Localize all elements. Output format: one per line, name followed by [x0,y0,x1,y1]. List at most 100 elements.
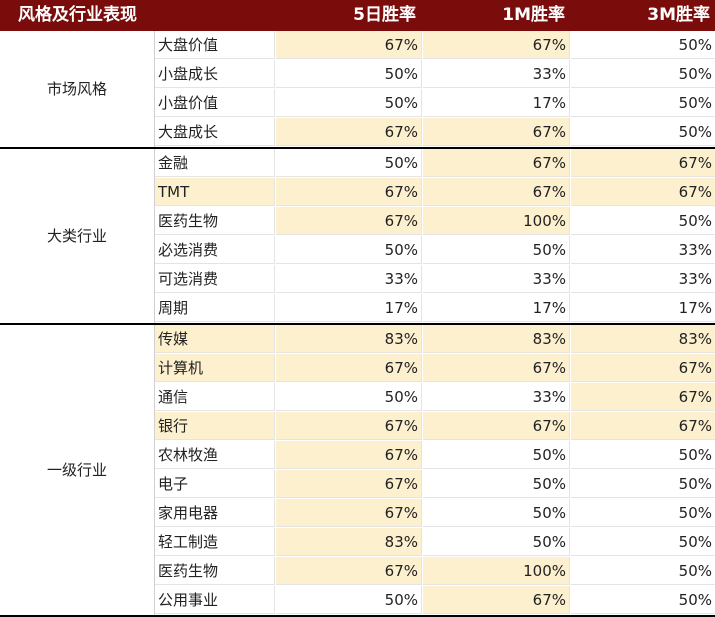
cell-5d: 67% [276,499,422,527]
cell-1m: 67% [423,149,570,177]
row-name: 农林牧渔 [155,441,275,469]
row-name: 医药生物 [155,207,275,235]
cell-1m: 67% [423,178,570,206]
cell-3m: 50% [571,499,715,527]
cell-3m: 83% [571,325,715,353]
row-name: 大盘成长 [155,118,275,146]
cell-3m: 17% [571,294,715,322]
row-name: 可选消费 [155,265,275,293]
cell-5d: 67% [276,178,422,206]
cell-1m: 100% [423,557,570,585]
header-category: 风格及行业表现 [18,5,137,25]
cell-3m: 50% [571,60,715,88]
table-row: 医药生物 67% 100% 50% [155,557,715,586]
table-row: 小盘成长 50% 33% 50% [155,60,715,89]
table-row: 通信 50% 33% 67% [155,383,715,412]
cell-1m: 83% [423,325,570,353]
cell-1m: 50% [423,236,570,264]
row-name: 银行 [155,412,275,440]
header-1m-win-rate: 1M胜率 [502,5,565,25]
cell-1m: 50% [423,528,570,556]
table-row: 大盘价值 67% 67% 50% [155,31,715,60]
cell-5d: 83% [276,325,422,353]
row-name: 周期 [155,294,275,322]
cell-1m: 67% [423,118,570,146]
table-header: 风格及行业表现 5日胜率 1M胜率 3M胜率 [0,0,715,31]
cell-5d: 83% [276,528,422,556]
cell-3m: 67% [571,412,715,440]
row-name: 必选消费 [155,236,275,264]
table-row: 银行 67% 67% 67% [155,412,715,441]
cell-5d: 67% [276,118,422,146]
cell-1m: 33% [423,60,570,88]
table-row: 可选消费 33% 33% 33% [155,265,715,294]
cell-1m: 33% [423,383,570,411]
cell-1m: 50% [423,441,570,469]
cell-3m: 50% [571,118,715,146]
cell-1m: 67% [423,354,570,382]
cell-5d: 50% [276,383,422,411]
cell-5d: 67% [276,354,422,382]
cell-5d: 50% [276,149,422,177]
group-separator [0,323,715,325]
cell-5d: 50% [276,236,422,264]
cell-1m: 17% [423,294,570,322]
group-label: 大类行业 [0,149,155,323]
cell-1m: 33% [423,265,570,293]
table-row: TMT 67% 67% 67% [155,178,715,207]
cell-3m: 67% [571,383,715,411]
header-3m-win-rate: 3M胜率 [647,5,710,25]
group-label: 市场风格 [0,31,155,147]
cell-5d: 50% [276,89,422,117]
group-separator [0,147,715,149]
cell-3m: 50% [571,441,715,469]
row-name: 轻工制造 [155,528,275,556]
cell-5d: 67% [276,207,422,235]
header-5d-win-rate: 5日胜率 [353,5,416,25]
table-row: 家用电器 67% 50% 50% [155,499,715,528]
row-name: 医药生物 [155,557,275,585]
row-name: 通信 [155,383,275,411]
cell-3m: 67% [571,354,715,382]
cell-5d: 67% [276,470,422,498]
cell-5d: 67% [276,441,422,469]
cell-3m: 67% [571,178,715,206]
cell-1m: 67% [423,412,570,440]
row-name: TMT [155,178,275,206]
cell-3m: 33% [571,265,715,293]
cell-5d: 67% [276,412,422,440]
row-name: 小盘价值 [155,89,275,117]
table-row: 传媒 83% 83% 83% [155,325,715,354]
row-name: 电子 [155,470,275,498]
cell-5d: 67% [276,557,422,585]
table-row: 医药生物 67% 100% 50% [155,207,715,236]
cell-3m: 50% [571,528,715,556]
cell-3m: 50% [571,207,715,235]
cell-3m: 33% [571,236,715,264]
row-name: 家用电器 [155,499,275,527]
table-row: 轻工制造 83% 50% 50% [155,528,715,557]
table-row: 计算机 67% 67% 67% [155,354,715,383]
table-row: 公用事业 50% 67% 50% [155,586,715,615]
cell-1m: 100% [423,207,570,235]
cell-5d: 17% [276,294,422,322]
cell-1m: 50% [423,470,570,498]
cell-3m: 50% [571,31,715,59]
table-row: 周期 17% 17% 17% [155,294,715,323]
table-row: 大盘成长 67% 67% 50% [155,118,715,147]
cell-5d: 50% [276,60,422,88]
cell-1m: 50% [423,499,570,527]
cell-5d: 33% [276,265,422,293]
cell-3m: 50% [571,89,715,117]
cell-5d: 67% [276,31,422,59]
row-name: 传媒 [155,325,275,353]
row-name: 大盘价值 [155,31,275,59]
cell-3m: 50% [571,557,715,585]
table-row: 农林牧渔 67% 50% 50% [155,441,715,470]
group-label: 一级行业 [0,325,155,615]
cell-1m: 17% [423,89,570,117]
cell-3m: 67% [571,149,715,177]
cell-1m: 67% [423,31,570,59]
row-name: 金融 [155,149,275,177]
